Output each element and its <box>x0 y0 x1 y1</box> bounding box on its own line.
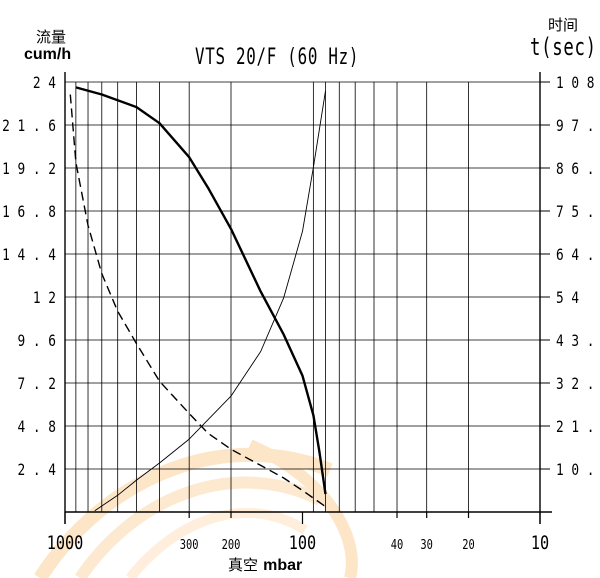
y-left-tick-label: 2 1 . 6 <box>2 118 56 136</box>
y-right-tick-label: 4 3 . 2 <box>556 333 600 351</box>
y-left-tick-label: 1 6 . 8 <box>2 204 56 222</box>
y-left-tick-label: 1 9 . 2 <box>2 161 56 179</box>
y-left-tick-label: 4 . 8 <box>18 419 56 437</box>
y-left-label-unit: cum/h <box>24 46 72 63</box>
series-curve-thin-solid <box>94 90 326 512</box>
y-left-tick-label: 7 . 2 <box>18 376 56 394</box>
x-tick-label: 40 <box>391 537 404 552</box>
x-tick-label: 20 <box>462 537 475 552</box>
x-tick-label: 200 <box>222 537 241 552</box>
y-left-tick-label: 2 4 <box>33 75 56 93</box>
x-tick-label: 300 <box>180 537 199 552</box>
y-left-tick-label: 9 . 6 <box>18 333 56 351</box>
y-left-label-cn: 流量 <box>36 28 67 46</box>
x-tick-label: 10 <box>531 532 549 554</box>
y-right-label-cn: 时间 <box>548 16 579 34</box>
y-left-tick-label: 1 4 . 4 <box>2 247 56 265</box>
chart-title: VTS 20/F (60 Hz) <box>195 45 360 70</box>
x-tick-label: 30 <box>420 537 433 552</box>
y-right-tick-label: 3 2 . 4 <box>556 376 600 394</box>
y-left-tick-label: 1 2 <box>33 290 56 308</box>
y-left-tick-label: 2 . 4 <box>18 462 57 480</box>
y-right-tick-label: 2 1 . 6 <box>556 419 600 437</box>
y-right-tick-label: 9 7 . 2 <box>556 118 600 136</box>
x-label-unit: mbar <box>263 557 303 574</box>
y-right-tick-label: 7 5 . 6 <box>556 204 600 222</box>
x-label-cn: 真空 <box>228 556 259 574</box>
x-tick-label: 1000 <box>47 532 84 554</box>
y-right-tick-label: 5 4 <box>556 290 579 308</box>
y-right-label-unit: t(sec) <box>530 33 597 61</box>
x-tick-label: 100 <box>289 532 316 554</box>
y-right-tick-label: 1 0 8 <box>556 75 594 93</box>
y-right-tick-label: 1 0 . 8 <box>556 462 600 480</box>
series-curve-dashed <box>69 94 326 508</box>
series-curve-thick-solid <box>75 86 327 495</box>
x-axis-label: 真空 mbar <box>228 554 302 575</box>
y-right-tick-label: 8 6 . 4 <box>556 161 600 179</box>
y-right-tick-label: 6 4 . 8 <box>556 247 600 265</box>
